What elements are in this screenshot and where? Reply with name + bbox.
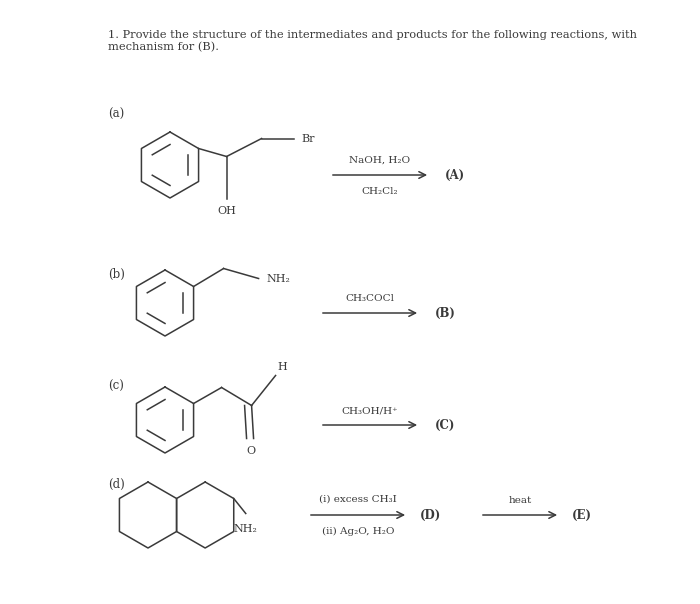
Text: NaOH, H₂O: NaOH, H₂O <box>349 156 411 165</box>
Text: Br: Br <box>302 133 315 144</box>
Text: (E): (E) <box>572 509 592 521</box>
Text: CH₃COCl: CH₃COCl <box>346 294 395 303</box>
Text: O: O <box>246 446 255 457</box>
Text: (A): (A) <box>445 169 465 181</box>
Text: (c): (c) <box>108 380 124 393</box>
Text: (a): (a) <box>108 108 125 121</box>
Text: (b): (b) <box>108 268 125 281</box>
Text: NH₂: NH₂ <box>267 274 290 283</box>
Text: heat: heat <box>508 496 531 505</box>
Text: OH: OH <box>217 207 236 216</box>
Text: (C): (C) <box>435 419 456 431</box>
Text: (d): (d) <box>108 478 125 491</box>
Text: NH₂: NH₂ <box>234 524 258 533</box>
Text: (B): (B) <box>435 306 456 320</box>
Text: (ii) Ag₂O, H₂O: (ii) Ag₂O, H₂O <box>322 527 394 536</box>
Text: H: H <box>278 362 287 371</box>
Text: (i) excess CH₃I: (i) excess CH₃I <box>319 495 397 504</box>
Text: 1. Provide the structure of the intermediates and products for the following rea: 1. Provide the structure of the intermed… <box>108 30 637 52</box>
Text: CH₃OH/H⁺: CH₃OH/H⁺ <box>342 406 398 415</box>
Text: CH₂Cl₂: CH₂Cl₂ <box>362 187 398 196</box>
Text: (D): (D) <box>420 509 441 521</box>
